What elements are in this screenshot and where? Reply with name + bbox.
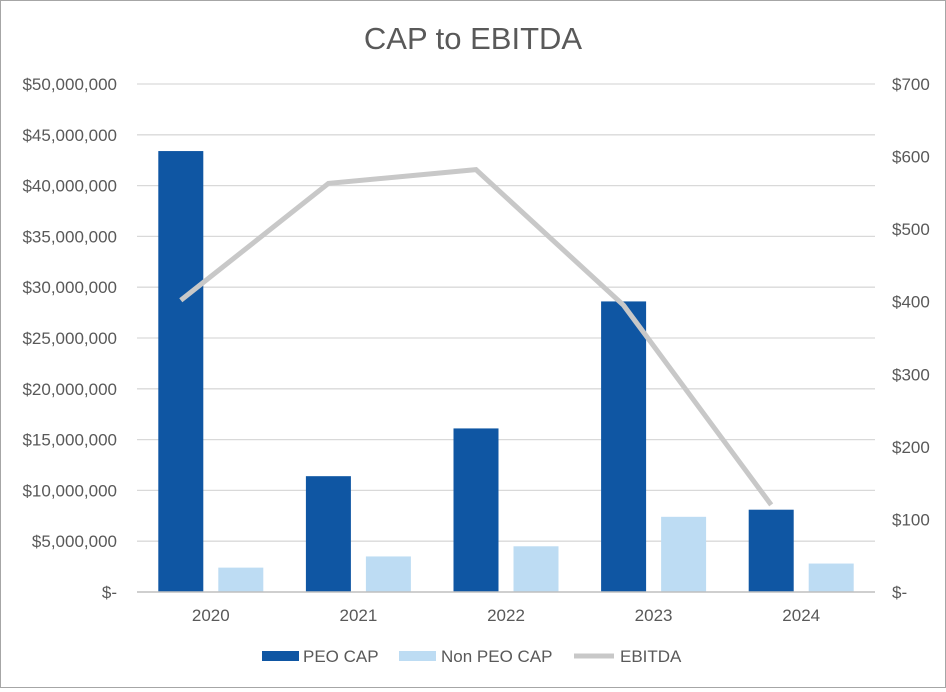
peo-cap-bar-2024 xyxy=(748,509,794,592)
legend-swatch-non-peo-cap xyxy=(399,651,436,661)
bars xyxy=(158,151,854,592)
left-axis-tick-label: $30,000,000 xyxy=(22,278,117,297)
x-axis-tick-label: 2022 xyxy=(487,606,525,625)
ebitda-line-layer xyxy=(179,167,774,507)
x-axis-tick-label: 2023 xyxy=(635,606,673,625)
right-axis-tick-label: $200 xyxy=(892,438,930,457)
left-axis-tick-label: $- xyxy=(102,583,117,602)
left-axis-tick-labels: $- $5,000,000 $10,000,000 $15,000,000 $20,00… xyxy=(22,75,117,602)
left-axis-tick-label: $20,000,000 xyxy=(22,380,117,399)
left-axis-tick-label: $40,000,000 xyxy=(22,177,117,196)
right-axis-tick-label: $- xyxy=(892,583,907,602)
x-axis-tick-label: 2020 xyxy=(192,606,230,625)
non-peo-cap-bar-2024 xyxy=(808,563,854,592)
non-peo-cap-bar-2020 xyxy=(218,567,264,592)
left-axis-tick-label: $50,000,000 xyxy=(22,75,117,94)
right-axis-tick-label: $500 xyxy=(892,220,930,239)
x-axis-tick-label: 2021 xyxy=(339,606,377,625)
ebitda-line xyxy=(179,167,774,507)
right-axis-tick-label: $700 xyxy=(892,75,930,94)
non-peo-cap-bar-2023 xyxy=(661,516,707,592)
gridlines xyxy=(137,83,875,542)
x-axis-tick-label: 2024 xyxy=(782,606,820,625)
left-axis-tick-label: $10,000,000 xyxy=(22,481,117,500)
right-axis-tick-labels: $- $100 $200 $300 $400 $500 $600 $700 xyxy=(892,75,930,602)
peo-cap-bar-2021 xyxy=(305,476,351,592)
legend: PEO CAP Non PEO CAP EBITDA xyxy=(262,647,682,666)
non-peo-cap-bar-2021 xyxy=(365,556,411,592)
right-axis-tick-label: $600 xyxy=(892,148,930,167)
legend-label-non-peo-cap: Non PEO CAP xyxy=(441,647,553,666)
peo-cap-bar-2022 xyxy=(453,428,499,592)
left-axis-tick-label: $5,000,000 xyxy=(32,532,117,551)
x-axis-tick-labels: 2020 2021 2022 2023 2024 xyxy=(192,606,820,625)
non-peo-cap-bar-2022 xyxy=(513,546,559,592)
legend-swatch-peo-cap xyxy=(262,651,299,661)
legend-label-ebitda: EBITDA xyxy=(620,647,682,666)
left-axis-tick-label: $35,000,000 xyxy=(22,227,117,246)
left-axis-tick-label: $25,000,000 xyxy=(22,329,117,348)
chart-title: CAP to EBITDA xyxy=(364,21,583,56)
right-axis-tick-label: $400 xyxy=(892,293,930,312)
right-axis-tick-label: $100 xyxy=(892,510,930,529)
left-axis-tick-label: $45,000,000 xyxy=(22,126,117,145)
left-axis-tick-label: $15,000,000 xyxy=(22,431,117,450)
legend-label-peo-cap: PEO CAP xyxy=(303,647,379,666)
right-axis-tick-label: $300 xyxy=(892,365,930,384)
peo-cap-bar-2020 xyxy=(158,151,204,592)
peo-cap-bar-2023 xyxy=(601,301,647,592)
